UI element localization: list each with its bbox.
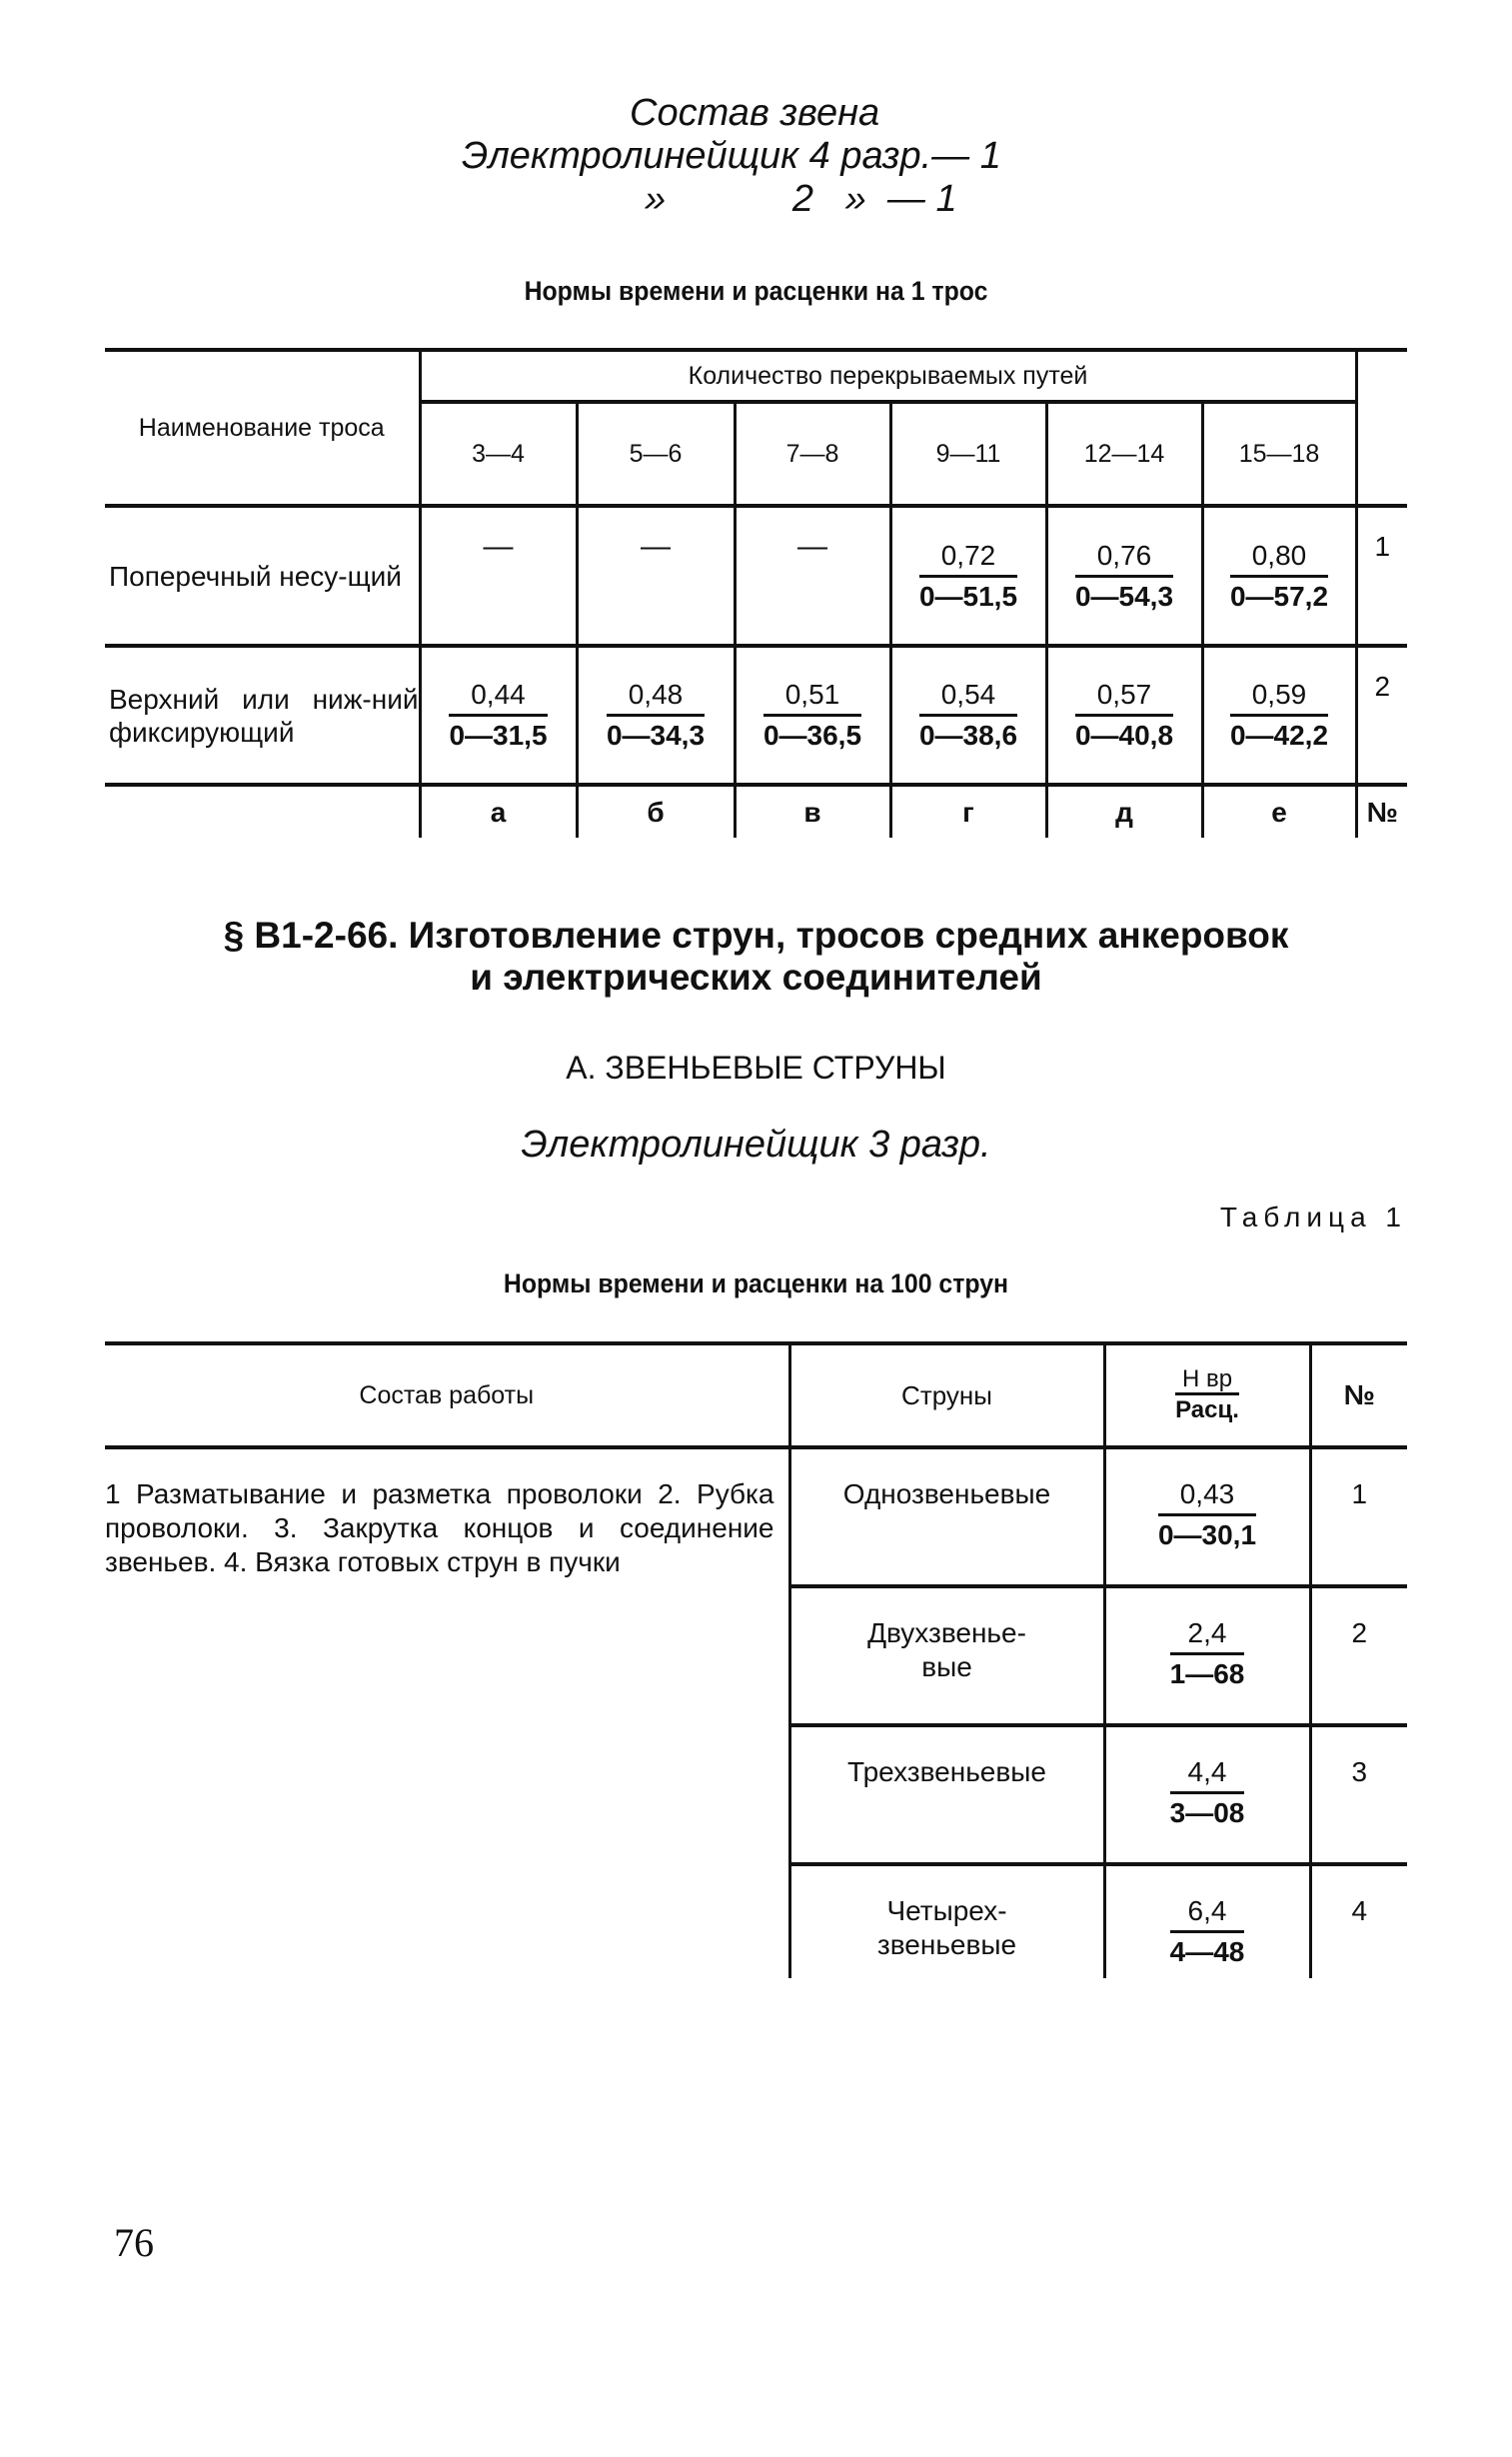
time-norm: 0,44: [449, 678, 548, 717]
table2-caption: Нормы времени и расценки на 100 струн: [503, 1268, 1009, 1298]
crew-line-1: Электролинейщик 4 разр.— 1: [462, 135, 1001, 177]
table-row: Поперечный несу-щий — — — 0,72 0—51,5 0,7…: [105, 506, 1407, 646]
price: 0—57,2: [1229, 580, 1329, 612]
time-norm: 0,57: [1074, 678, 1174, 717]
time-norm: 0,59: [1229, 678, 1329, 717]
price: 3—08: [1169, 1797, 1245, 1828]
time-norm: 0,48: [606, 678, 706, 717]
worker-grade: Электролинейщик 3 разр.: [521, 1124, 991, 1166]
col-header: 5—6: [575, 402, 735, 506]
col-header: 12—14: [1044, 402, 1202, 506]
rate-cell: 0,51 0—36,5: [733, 646, 890, 785]
header-norm-bottom: Расц.: [1175, 1395, 1239, 1423]
rate-cell: 0,59 0—42,2: [1200, 646, 1356, 785]
col-header: 7—8: [733, 402, 890, 506]
column-letter: в: [733, 785, 890, 838]
string-type: Трехзвеньевые: [787, 1725, 1104, 1864]
section-heading-line-1: § В1-2-66. Изготовление струн, тросов ср…: [223, 915, 1289, 956]
crew-line-2: » 2 » — 1: [645, 178, 957, 220]
row-number: 2: [1354, 646, 1407, 785]
work-description: 1 Разматывание и разметка проволоки 2. Р…: [105, 1478, 774, 1577]
time-norm: 0,72: [918, 539, 1018, 578]
string-type: Однозвеньевые: [787, 1447, 1104, 1586]
dash: —: [575, 506, 735, 646]
time-norm: 6,4: [1169, 1894, 1245, 1933]
col-header: 9—11: [888, 402, 1046, 506]
rate-cell: 0,54 0—38,6: [888, 646, 1046, 785]
string-type: Четырех-звеньевые: [787, 1864, 1104, 1978]
column-letter: е: [1200, 785, 1356, 838]
header-norm: Н вр Расц.: [1102, 1343, 1310, 1447]
letters-row: а б в г д е №: [105, 785, 1407, 838]
price: 1—68: [1169, 1658, 1245, 1689]
section-heading-line-2: и электрических соединителей: [470, 957, 1042, 998]
header-strings: Струны: [787, 1343, 1104, 1447]
rate-cell: 2,4 1—68: [1102, 1586, 1310, 1725]
page-number: 76: [114, 2220, 154, 2265]
price: 0—31,5: [449, 720, 548, 751]
col-header: 15—18: [1200, 402, 1356, 506]
rate-cell: 4,4 3—08: [1102, 1725, 1310, 1864]
time-norm: 0,80: [1229, 539, 1329, 578]
time-norm: 0,54: [918, 678, 1018, 717]
time-norm: 0,76: [1074, 539, 1174, 578]
rate-cell: 0,57 0—40,8: [1044, 646, 1202, 785]
rate-cell: 0,44 0—31,5: [418, 646, 577, 785]
table-row: 1 Разматывание и разметка проволоки 2. Р…: [105, 1447, 1407, 1586]
row-number: 1: [1308, 1447, 1407, 1586]
price: 0—36,5: [762, 720, 862, 751]
row-number: 2: [1308, 1586, 1407, 1725]
row-number: 4: [1308, 1864, 1407, 1978]
header-name: Наименование троса: [138, 414, 385, 442]
time-norm: 0,51: [762, 678, 862, 717]
table-row: Двухзвенье-вые 2,4 1—68 2: [105, 1586, 1407, 1725]
table-row: Верхний или ниж-ний фиксирующий 0,44 0—31…: [105, 646, 1407, 785]
table2: Состав работы Струны Н вр Расц. № 1 Разма…: [105, 1341, 1407, 1978]
row-name: Поперечный несу-щий: [109, 560, 402, 592]
column-letter: а: [418, 785, 577, 838]
row-name: Верхний или ниж-ний фиксирующий: [109, 683, 419, 748]
dash: —: [733, 506, 890, 646]
time-norm: 0,43: [1157, 1477, 1257, 1516]
dash: —: [418, 506, 577, 646]
rate-cell: 0,76 0—54,3: [1044, 506, 1202, 646]
price: 0—54,3: [1074, 580, 1174, 612]
rate-cell: 0,80 0—57,2: [1200, 506, 1356, 646]
subsection-heading: А. ЗВЕНЬЕВЫЕ СТРУНЫ: [566, 1050, 946, 1086]
rate-cell: 6,4 4—48: [1102, 1864, 1310, 1978]
column-letter: б: [575, 785, 735, 838]
table-row: Четырех-звеньевые 6,4 4—48 4: [105, 1864, 1407, 1978]
header-work: Состав работы: [359, 1381, 535, 1409]
string-type: Двухзвенье-вые: [787, 1586, 1104, 1725]
table1: Наименование троса Количество перекрывае…: [105, 348, 1407, 838]
crew-title: Состав звена: [630, 92, 880, 134]
header-number: №: [1308, 1343, 1407, 1447]
header-norm-top: Н вр: [1175, 1365, 1239, 1395]
column-letter: г: [888, 785, 1046, 838]
number-label: №: [1354, 785, 1407, 838]
time-norm: 2,4: [1169, 1616, 1245, 1655]
row-number: 1: [1354, 506, 1407, 646]
price: 0—42,2: [1229, 720, 1329, 751]
time-norm: 4,4: [1169, 1755, 1245, 1794]
price: 0—30,1: [1157, 1519, 1257, 1550]
price: 0—38,6: [918, 720, 1018, 751]
price: 0—51,5: [918, 580, 1018, 612]
rate-cell: 0,72 0—51,5: [888, 506, 1046, 646]
rate-cell: 0,48 0—34,3: [575, 646, 735, 785]
header-group: Количество перекрываемых путей: [418, 350, 1356, 404]
column-letter: д: [1044, 785, 1202, 838]
price: 0—34,3: [606, 720, 706, 751]
price: 4—48: [1169, 1936, 1245, 1967]
rate-cell: 0,43 0—30,1: [1102, 1447, 1310, 1586]
table-label: Таблица 1: [1219, 1202, 1407, 1232]
price: 0—40,8: [1074, 720, 1174, 751]
row-number: 3: [1308, 1725, 1407, 1864]
col-header: 3—4: [418, 402, 577, 506]
table1-caption: Нормы времени и расценки на 1 трос: [524, 276, 988, 306]
